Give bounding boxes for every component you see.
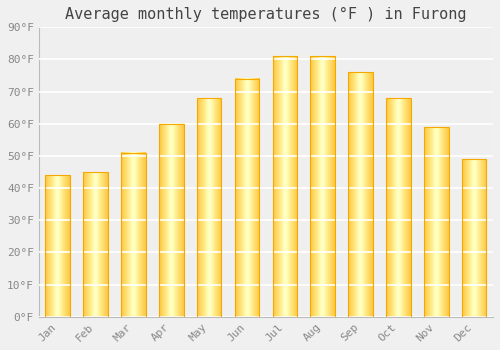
Bar [272,56,297,317]
Bar [121,153,146,317]
Bar [310,56,335,317]
Bar [348,72,373,317]
Bar [159,124,184,317]
Bar [462,159,486,317]
Bar [84,172,108,317]
Bar [197,98,222,317]
Bar [234,79,260,317]
Bar [386,98,410,317]
Title: Average monthly temperatures (°F ) in Furong: Average monthly temperatures (°F ) in Fu… [65,7,466,22]
Bar [46,175,70,317]
Bar [424,127,448,317]
